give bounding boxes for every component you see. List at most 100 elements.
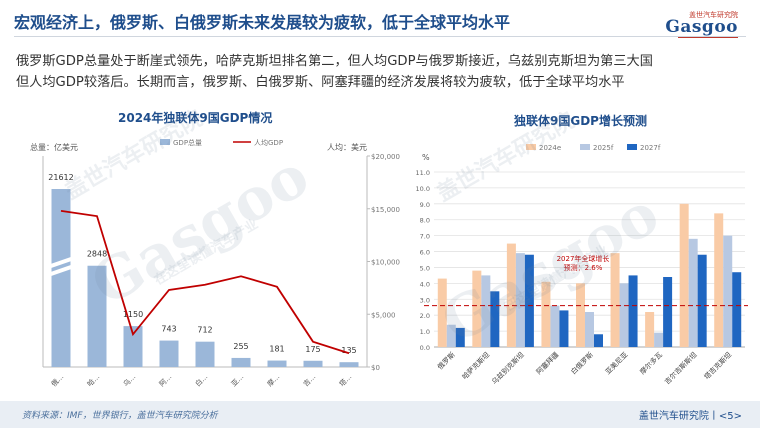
legend-label-2025f: 2025f: [593, 144, 614, 152]
right-tick-label: $0: [371, 364, 380, 372]
legend-label-per-capita: 人均GDP: [254, 138, 283, 147]
gdp-bar: [231, 357, 251, 367]
category-label: 乌兹别克斯坦: [490, 350, 526, 386]
y-tick-label: 0.0: [420, 344, 430, 352]
legend-label-2027f: 2027f: [640, 144, 661, 152]
logo-caption: 盖世汽车研究院: [689, 11, 738, 19]
right-tick-label: $20,000: [371, 153, 400, 161]
growth-bar-2025f: [654, 332, 664, 347]
gdp-bar: [123, 326, 143, 367]
growth-bar-2027f: [594, 334, 603, 347]
growth-bar-2027f: [732, 272, 742, 347]
gdp-bar-label: 175: [305, 345, 320, 354]
right-tick-label: $5,000: [371, 311, 396, 319]
legend-label-gdp: GDP总量: [173, 138, 202, 147]
legend-label-2024e: 2024e: [539, 144, 561, 152]
y-tick-label: 1.0: [420, 328, 430, 336]
growth-bar-2025f: [481, 275, 491, 347]
chart1-title: 2024年独联体9国GDP情况: [118, 111, 273, 125]
source-note: 资料来源：IMF，世界银行，盖世汽车研究院分析: [22, 411, 218, 421]
y-tick-label: 7.0: [420, 233, 430, 241]
gdp-bar: [159, 340, 179, 367]
category-label: 白俄罗斯: [569, 350, 595, 376]
gasgoo-logo: 盖世汽车研究院 Gasgoo: [654, 10, 738, 38]
gdp-bar-label: 2848: [87, 250, 107, 259]
right-tick-label: $10,000: [371, 259, 400, 267]
growth-bar-2024e: [679, 203, 689, 347]
logo-underline: [678, 37, 738, 38]
axis-break-mark: [47, 256, 75, 277]
growth-bar-2027f: [628, 275, 638, 347]
summary-line-2: 但人均GDP较落后。长期而言，俄罗斯、白俄罗斯、阿塞拜疆的经济发展将较为疲软，低…: [16, 75, 625, 90]
left-axis-label: 总量：亿美元: [30, 142, 78, 152]
category-label: 摩尔多瓦: [638, 350, 664, 376]
gdp-bar-label: 712: [197, 326, 212, 335]
growth-bar-2024e: [472, 270, 482, 347]
category-label: 塔吉克斯坦: [702, 350, 733, 381]
growth-bar-2024e: [541, 281, 551, 347]
y-tick-label: 10.0: [416, 185, 430, 193]
growth-bar-2025f: [585, 312, 594, 347]
legend-swatch-2025f: [580, 144, 590, 150]
y-tick-label: 11.0: [416, 169, 430, 177]
gdp-bar: [87, 265, 107, 367]
summary-text: 俄罗斯GDP总量处于断崖式领先，哈萨克斯坦排名第二，但人均GDP与俄罗斯接近，乌…: [16, 51, 751, 93]
y-tick-label: 8.0: [420, 217, 430, 225]
category-label: 吉尔吉斯斯坦: [663, 350, 699, 386]
summary-line-1: 俄罗斯GDP总量处于断崖式领先，哈萨克斯坦排名第二，但人均GDP与俄罗斯接近，乌…: [16, 54, 653, 69]
growth-bar-2025f: [723, 235, 733, 347]
growth-bar-2024e: [610, 253, 620, 347]
growth-bar-2025f: [446, 324, 456, 347]
growth-bar-2025f: [619, 283, 629, 347]
growth-bar-2027f: [559, 310, 569, 347]
gdp-bar: [339, 362, 359, 367]
y-tick-label: 5.0: [420, 264, 430, 272]
growth-bar-2027f: [524, 254, 534, 347]
growth-bar-2024e: [437, 278, 447, 347]
growth-bar-2027f: [490, 291, 500, 347]
growth-bar-2027f: [663, 277, 673, 347]
legend-swatch-gdp: [160, 139, 170, 145]
growth-bar-2025f: [550, 305, 560, 347]
gdp-bar-label: 181: [269, 345, 284, 354]
gdp-bar-label: 135: [341, 346, 356, 355]
y-axis-unit: %: [422, 153, 430, 162]
gdp-bar-label: 255: [233, 342, 248, 351]
growth-bar-2024e: [645, 312, 655, 347]
y-tick-label: 3.0: [420, 296, 430, 304]
category-label: 俄罗斯: [435, 350, 456, 371]
growth-bar-2027f: [455, 327, 465, 347]
growth-bar-2025f: [515, 253, 525, 347]
global-growth-label-1: 2027年全球增长: [557, 254, 610, 263]
y-tick-label: 4.0: [420, 280, 430, 288]
y-tick-label: 9.0: [420, 201, 430, 209]
category-label: 亚美尼亚: [603, 350, 629, 376]
growth-bar-2024e: [576, 283, 585, 347]
growth-bar-2024e: [714, 213, 724, 347]
y-tick-label: 2.0: [420, 312, 430, 320]
category-label: 哈萨克斯坦: [460, 350, 491, 381]
gdp-bar: [51, 189, 71, 367]
right-axis-label: 人均：美元: [327, 142, 367, 152]
gdp-bar-label: 743: [161, 325, 176, 334]
footer-bar: 资料来源：IMF，世界银行，盖世汽车研究院分析 盖世汽车研究院丨<5>: [0, 401, 760, 428]
header-divider: [14, 36, 746, 37]
gdp-bar: [303, 360, 323, 367]
gdp-bar-label: 1150: [123, 310, 143, 319]
per-capita-line: [60, 209, 350, 355]
chart2-title: 独联体9国GDP增长预测: [514, 114, 647, 128]
legend-swatch-2027f: [627, 144, 637, 150]
growth-bar-2027f: [697, 254, 707, 347]
gdp-bar-label: 21612: [48, 173, 73, 182]
page-number: 盖世汽车研究院丨<5>: [638, 411, 742, 422]
growth-bar-2025f: [688, 238, 698, 347]
page-title: 宏观经济上，俄罗斯、白俄罗斯未来发展较为疲软，低于全球平均水平: [14, 13, 511, 32]
logo-wordmark: Gasgoo: [665, 17, 738, 37]
gdp-bar: [267, 360, 287, 367]
right-tick-label: $15,000: [371, 206, 400, 214]
growth-bar-2024e: [506, 243, 516, 347]
legend-swatch-2024e: [526, 144, 536, 150]
global-growth-label-2: 预测：2.6%: [564, 263, 603, 272]
